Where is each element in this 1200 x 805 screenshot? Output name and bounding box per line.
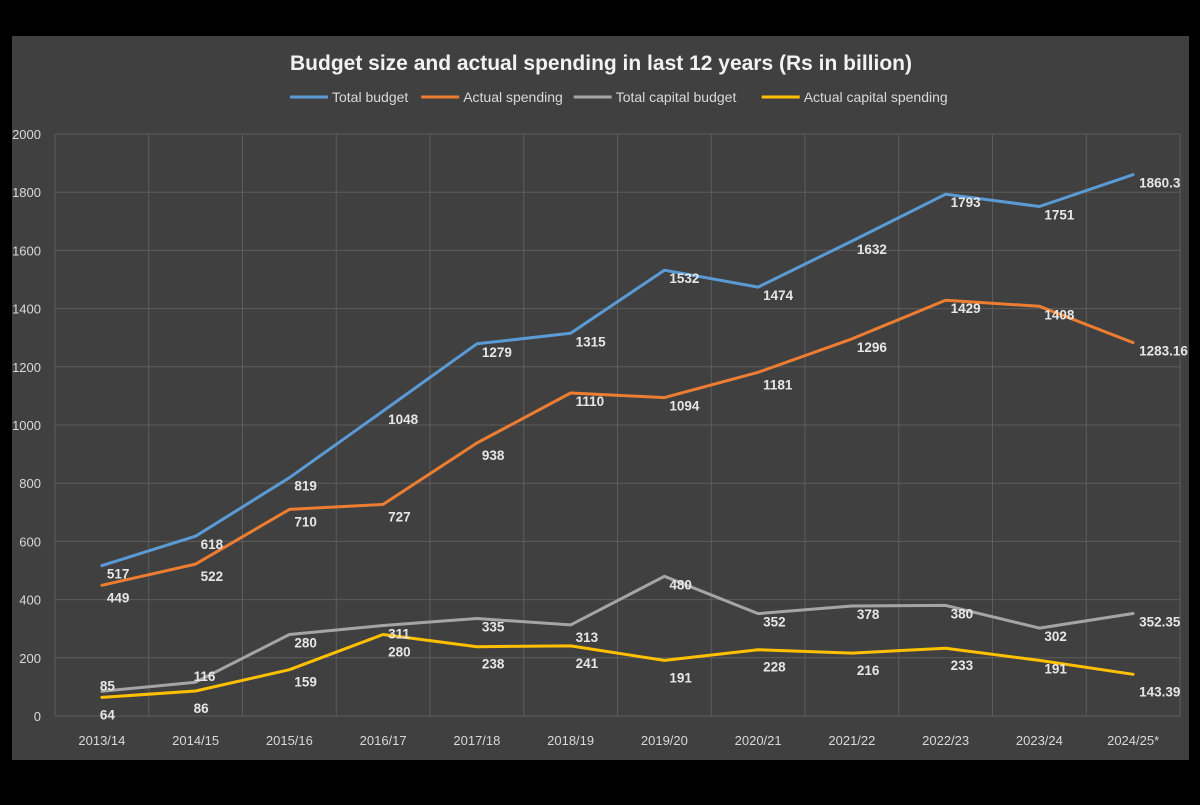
data-label: 1296 xyxy=(857,340,888,355)
data-label: 1474 xyxy=(763,288,794,303)
data-label: 1283.16 xyxy=(1139,344,1188,359)
data-label: 1793 xyxy=(951,195,982,210)
data-label: 1751 xyxy=(1044,207,1075,222)
data-label: 191 xyxy=(1044,661,1067,676)
data-label: 352.35 xyxy=(1139,614,1181,629)
data-label: 85 xyxy=(100,678,116,693)
x-tick-label: 2022/23 xyxy=(922,733,969,748)
x-tick-label: 2019/20 xyxy=(641,733,688,748)
x-tick-label: 2013/14 xyxy=(78,733,125,748)
x-tick-label: 2016/17 xyxy=(360,733,407,748)
series-line-actual-spending xyxy=(100,298,1135,587)
series-line-total-budget xyxy=(100,173,1135,568)
legend: Total budget Actual spending Total capital… xyxy=(290,89,948,105)
data-label: 819 xyxy=(294,479,317,494)
data-label: 1632 xyxy=(857,242,887,257)
data-label: 352 xyxy=(763,615,786,630)
y-tick-label: 1200 xyxy=(12,360,41,375)
data-label: 618 xyxy=(201,537,224,552)
data-label: 449 xyxy=(107,590,130,605)
data-label: 727 xyxy=(388,509,411,524)
data-label: 1048 xyxy=(388,412,419,427)
legend-entry-label: Total capital budget xyxy=(616,89,737,105)
x-tick-label: 2023/24 xyxy=(1016,733,1063,748)
data-label: 280 xyxy=(388,645,411,660)
data-label: 517 xyxy=(107,567,130,582)
y-tick-label: 800 xyxy=(19,476,41,491)
y-tick-label: 400 xyxy=(19,593,41,608)
data-label: 1860.3 xyxy=(1139,176,1181,191)
x-axis: 2013/14 2014/15 2015/16 2016/17 2017/18 2018/… xyxy=(78,733,1159,748)
data-label: 143.39 xyxy=(1139,684,1180,699)
data-label: 1110 xyxy=(576,394,605,409)
data-label: 1181 xyxy=(763,377,793,392)
data-label: 86 xyxy=(194,701,210,716)
data-label: 311 xyxy=(388,626,410,641)
data-label: 1279 xyxy=(482,345,512,360)
data-label: 480 xyxy=(669,577,692,592)
x-tick-label: 2018/19 xyxy=(547,733,594,748)
legend-entry-label: Actual capital spending xyxy=(804,89,948,105)
series-line-total-capital-budget xyxy=(100,574,1135,693)
data-label: 313 xyxy=(576,630,599,645)
data-label: 191 xyxy=(669,670,692,685)
y-tick-label: 2000 xyxy=(12,127,41,142)
x-tick-label: 2021/22 xyxy=(828,733,875,748)
legend-entry-label: Total budget xyxy=(332,89,408,105)
data-label: 1408 xyxy=(1044,307,1075,322)
chart-title: Budget size and actual spending in last … xyxy=(290,52,912,75)
data-label: 64 xyxy=(100,707,116,722)
data-label: 380 xyxy=(951,606,974,621)
data-label: 238 xyxy=(482,657,505,672)
data-label: 233 xyxy=(951,658,974,673)
data-label: 1532 xyxy=(669,271,699,286)
y-tick-label: 200 xyxy=(19,651,41,666)
data-label: 116 xyxy=(194,669,216,684)
data-label: 335 xyxy=(482,620,505,635)
data-label: 241 xyxy=(576,656,599,671)
data-labels: 517 618 819 1048 1279 1315 1532 1474 1632 1793 175… xyxy=(100,176,1189,723)
data-label: 522 xyxy=(201,569,224,584)
x-tick-label: 2024/25* xyxy=(1107,733,1159,748)
data-label: 710 xyxy=(294,514,317,529)
data-label: 938 xyxy=(482,448,505,463)
data-label: 216 xyxy=(857,663,880,678)
data-label: 228 xyxy=(763,660,786,675)
y-tick-label: 1800 xyxy=(12,185,41,200)
x-tick-label: 2015/16 xyxy=(266,733,313,748)
y-tick-label: 600 xyxy=(19,534,41,549)
x-tick-label: 2017/18 xyxy=(453,733,500,748)
data-label: 159 xyxy=(294,675,317,690)
data-label: 302 xyxy=(1044,629,1067,644)
x-tick-label: 2020/21 xyxy=(735,733,782,748)
y-tick-label: 0 xyxy=(34,709,41,724)
series-line-actual-capital-spending xyxy=(100,633,1135,699)
y-tick-label: 1400 xyxy=(12,302,41,317)
legend-entry-label: Actual spending xyxy=(463,89,563,105)
data-label: 378 xyxy=(857,607,880,622)
data-label: 1429 xyxy=(951,301,981,316)
x-tick-label: 2014/15 xyxy=(172,733,219,748)
gridlines xyxy=(54,133,1181,717)
y-tick-label: 1000 xyxy=(12,418,41,433)
series-group xyxy=(100,173,1135,699)
data-label: 280 xyxy=(294,636,317,651)
y-tick-label: 1600 xyxy=(12,243,41,258)
data-label: 1315 xyxy=(576,334,607,349)
y-axis: 0 200 400 600 800 1000 1200 1400 1600 1800 2000 xyxy=(12,127,41,724)
data-label: 1094 xyxy=(669,399,700,414)
